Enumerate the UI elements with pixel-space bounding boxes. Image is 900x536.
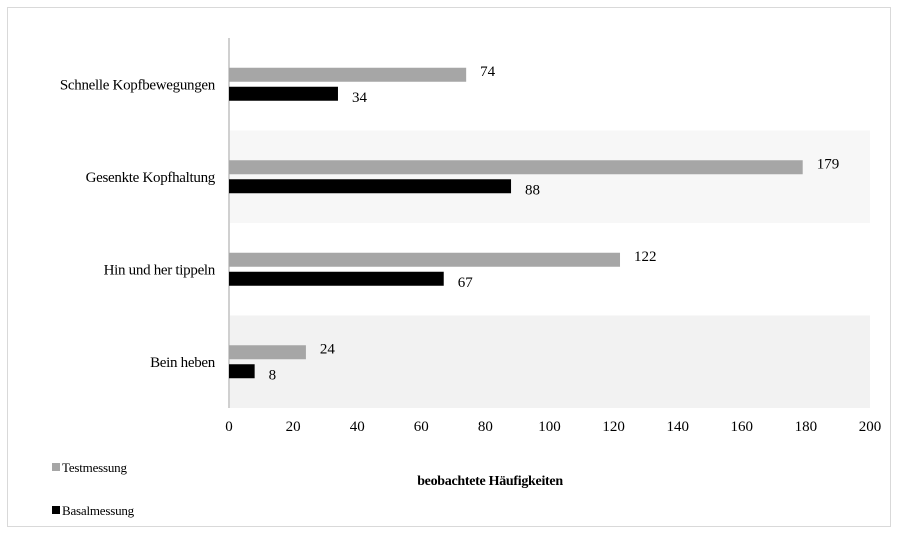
legend-swatch: [52, 506, 60, 514]
x-tick-label: 140: [666, 419, 689, 435]
category-label: Schnelle Kopfbewegungen: [60, 77, 216, 93]
x-tick-label: 60: [414, 419, 429, 435]
x-tick-label: 160: [731, 419, 754, 435]
bar-testmessung: [229, 345, 306, 360]
bar-basalmessung: [229, 86, 338, 101]
legend-label: Basalmessung: [62, 503, 135, 518]
x-tick-label: 20: [286, 419, 301, 435]
x-axis-label: beobachtete Häufigkeiten: [417, 474, 563, 489]
category-band: [229, 38, 870, 131]
category-band: [229, 223, 870, 316]
x-tick-label: 80: [478, 419, 493, 435]
value-label: 24: [320, 341, 336, 357]
value-labels: 74 34 179 88 122 67 24 8: [269, 64, 840, 384]
value-label: 122: [634, 249, 657, 265]
value-label: 74: [480, 64, 496, 80]
value-label: 34: [352, 90, 368, 106]
bar-basalmessung: [229, 271, 444, 286]
category-labels: Schnelle Kopfbewegungen Gesenkte Kopfhalt…: [60, 77, 216, 371]
bar-basalmessung: [229, 179, 512, 194]
bar-testmessung: [229, 252, 621, 267]
x-tick-label: 40: [350, 419, 365, 435]
value-label: 8: [269, 367, 277, 383]
x-tick-labels: 0 20 40 60 80 100 120 140 160 180 200: [225, 419, 881, 435]
x-tick-label: 180: [795, 419, 818, 435]
category-label: Gesenkte Kopfhaltung: [86, 170, 216, 186]
category-label: Hin und her tippeln: [104, 262, 216, 278]
value-label: 88: [525, 182, 540, 198]
category-label: Bein heben: [150, 355, 216, 371]
legend: Testmessung Basalmessung: [52, 460, 135, 518]
bar-testmessung: [229, 67, 467, 82]
bar-testmessung: [229, 160, 803, 175]
value-label: 67: [458, 275, 474, 291]
legend-swatch: [52, 463, 60, 471]
bars: [229, 67, 803, 379]
legend-label: Testmessung: [62, 460, 127, 475]
category-band: [229, 130, 870, 223]
x-tick-label: 0: [225, 419, 233, 435]
value-label: 179: [817, 156, 840, 172]
category-band: [229, 315, 870, 408]
category-bands: [229, 38, 870, 408]
bar-basalmessung: [229, 364, 255, 379]
x-tick-label: 120: [602, 419, 625, 435]
x-tick-label: 100: [538, 419, 561, 435]
x-tick-label: 200: [859, 419, 882, 435]
